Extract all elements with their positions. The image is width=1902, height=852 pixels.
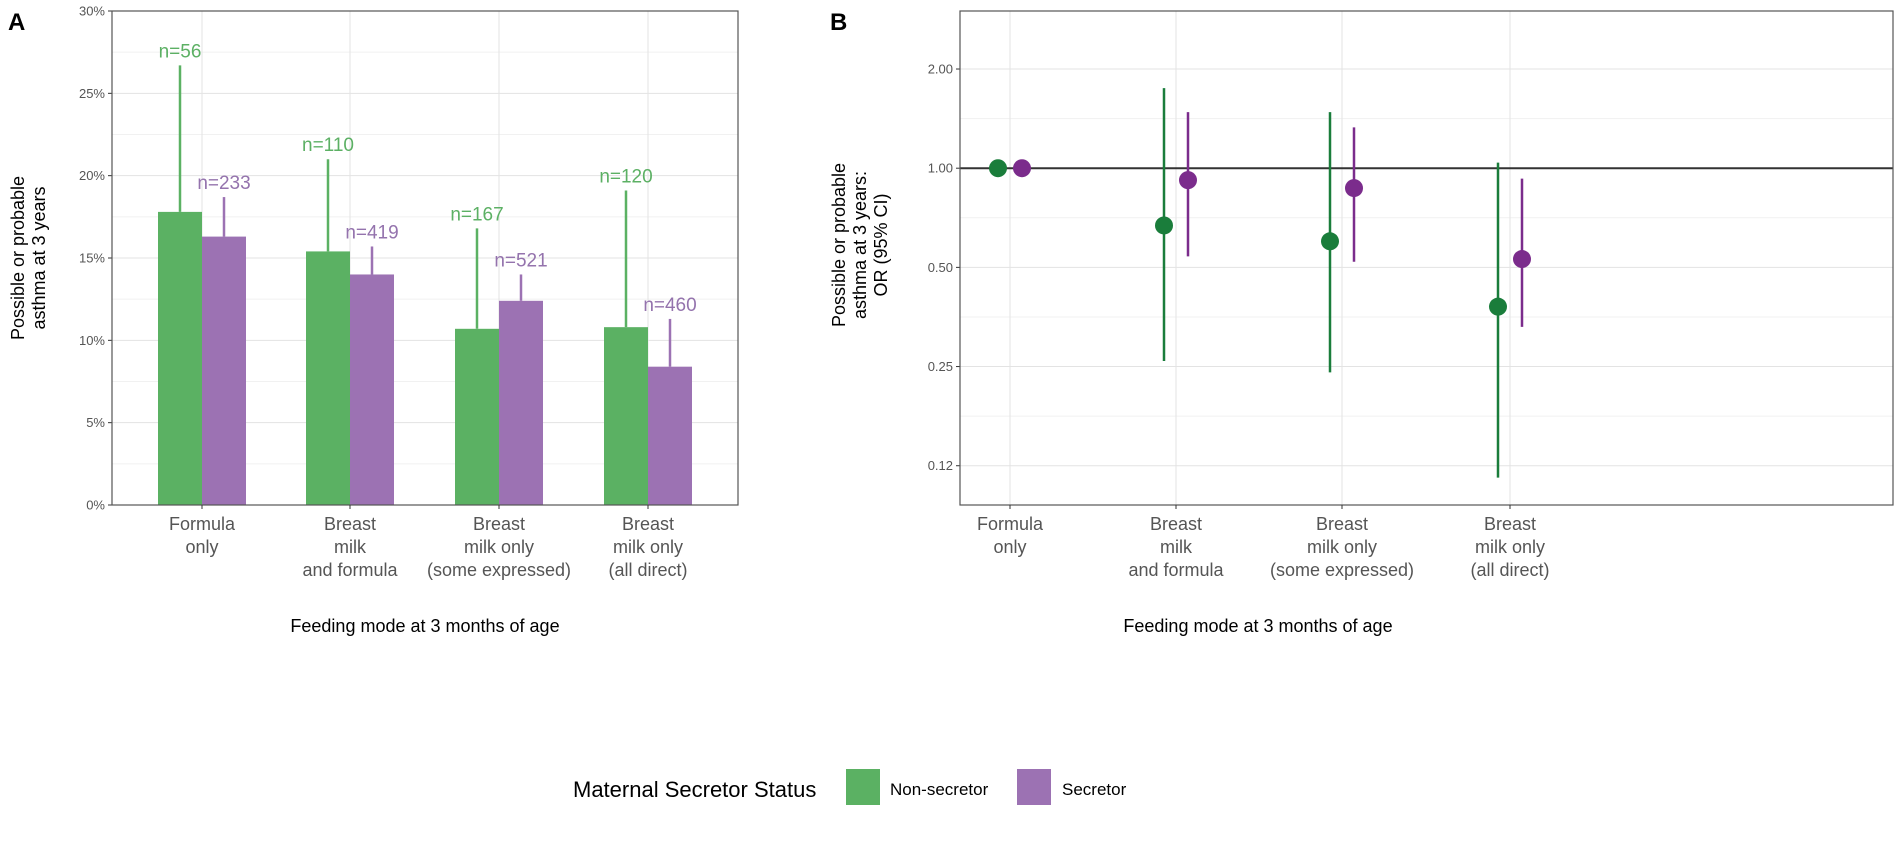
n-label: n=167 xyxy=(450,204,503,225)
y-axis-title-a: Possible or probableasthma at 3 years xyxy=(8,176,49,340)
y-axis-title-b: Possible or probableasthma at 3 years:OR… xyxy=(829,163,891,327)
x-category-label: milk only xyxy=(1307,537,1377,557)
x-category-label: (all direct) xyxy=(1470,560,1549,580)
y-axis-title-line: Possible or probable xyxy=(8,176,28,340)
legend-swatch-non-secretor xyxy=(846,769,880,805)
y-tick-label: 2.00 xyxy=(928,62,953,77)
y-tick-label: 30% xyxy=(79,4,105,19)
legend-label-non-secretor: Non-secretor xyxy=(890,780,989,799)
x-category-label: only xyxy=(993,537,1026,557)
bar-secretor xyxy=(499,300,543,505)
x-category-label: milk only xyxy=(464,537,534,557)
x-category-label: (some expressed) xyxy=(427,560,571,580)
y-axis-title-line: OR (95% CI) xyxy=(871,193,891,296)
y-tick-label: 0.50 xyxy=(928,260,953,275)
x-axis-title-a: Feeding mode at 3 months of age xyxy=(290,616,559,636)
n-label: n=233 xyxy=(197,173,250,194)
x-category-label: and formula xyxy=(1128,560,1224,580)
y-axis-title-line: asthma at 3 years: xyxy=(850,171,870,319)
x-category-label: milk only xyxy=(1475,537,1545,557)
x-category-label: milk xyxy=(1160,537,1193,557)
bar-non-secretor xyxy=(604,327,648,505)
x-category-label: Breast xyxy=(1150,514,1202,534)
y-tick-label: 20% xyxy=(79,168,105,183)
legend-swatch-secretor xyxy=(1017,769,1051,805)
y-tick-label: 10% xyxy=(79,333,105,348)
plot-border-b xyxy=(959,10,1894,506)
plot-border-a xyxy=(111,10,739,506)
point-secretor xyxy=(1345,179,1363,198)
point-non-secretor xyxy=(989,159,1007,178)
x-category-label: Formula xyxy=(977,514,1044,534)
x-category-label: only xyxy=(185,537,218,557)
y-tick-label: 5% xyxy=(86,415,105,430)
x-category-label: Breast xyxy=(473,514,525,534)
x-category-label: (all direct) xyxy=(608,560,687,580)
y-tick-label: 0% xyxy=(86,498,105,513)
y-tick-label: 1.00 xyxy=(928,161,953,176)
n-label: n=419 xyxy=(345,222,398,243)
x-category-label: milk only xyxy=(613,537,683,557)
point-secretor xyxy=(1179,171,1197,190)
x-category-label: milk xyxy=(334,537,367,557)
x-category-label: Formula xyxy=(169,514,236,534)
bar-secretor xyxy=(202,236,246,506)
x-category-label: Breast xyxy=(324,514,376,534)
x-category-label: Breast xyxy=(1316,514,1368,534)
x-category-label: Breast xyxy=(1484,514,1536,534)
y-axis-title-line: Possible or probable xyxy=(829,163,849,327)
point-non-secretor xyxy=(1155,216,1173,235)
y-tick-label: 15% xyxy=(79,251,105,266)
panel-letter-a: A xyxy=(8,9,25,36)
n-label: n=56 xyxy=(159,41,202,62)
y-tick-label: 0.12 xyxy=(928,458,953,473)
n-label: n=460 xyxy=(643,295,696,316)
point-non-secretor xyxy=(1321,232,1339,251)
bar-secretor xyxy=(648,366,692,505)
x-category-label: Breast xyxy=(622,514,674,534)
x-axis-title-b: Feeding mode at 3 months of age xyxy=(1123,616,1392,636)
legend-title: Maternal Secretor Status xyxy=(573,777,816,802)
bar-non-secretor xyxy=(455,328,499,505)
point-non-secretor xyxy=(1489,297,1507,316)
panel-letter-b: B xyxy=(830,9,847,36)
n-label: n=120 xyxy=(599,166,652,187)
bar-secretor xyxy=(350,274,394,505)
point-secretor xyxy=(1013,159,1031,178)
x-category-label: and formula xyxy=(302,560,398,580)
n-label: n=110 xyxy=(302,135,354,156)
y-tick-label: 0.25 xyxy=(928,359,953,374)
y-tick-label: 25% xyxy=(79,86,105,101)
bar-non-secretor xyxy=(158,211,202,506)
n-label: n=521 xyxy=(494,250,547,271)
bar-non-secretor xyxy=(306,251,350,505)
x-category-label: (some expressed) xyxy=(1270,560,1414,580)
y-axis-title-line: asthma at 3 years xyxy=(29,186,49,329)
legend-label-secretor: Secretor xyxy=(1062,780,1127,799)
point-secretor xyxy=(1513,250,1531,269)
